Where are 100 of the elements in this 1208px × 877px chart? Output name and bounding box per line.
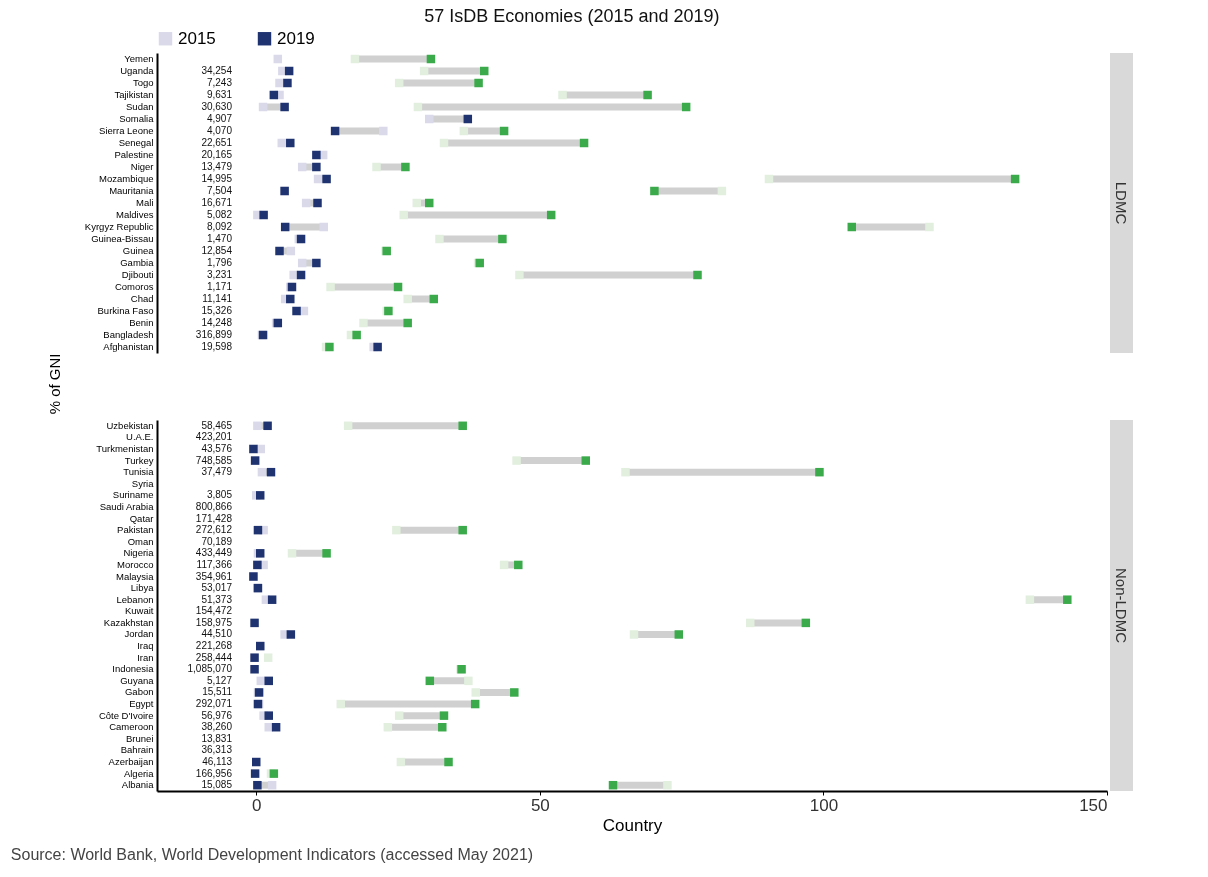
point (373, 342, 382, 352)
point (286, 294, 295, 304)
y-tick-label: Benin (129, 317, 154, 328)
point (286, 138, 295, 148)
point (250, 665, 259, 674)
source-note: Source: World Bank, World Development Indicators (accessed May 2021) (10, 846, 534, 863)
point (325, 342, 334, 352)
y-tick-label: Kyrgyz Republic (84, 221, 154, 232)
point (514, 560, 523, 570)
point (322, 174, 331, 184)
y2-tick-label: 272,612 (195, 524, 233, 536)
point (403, 294, 412, 304)
y-tick-label: Togo (132, 77, 154, 88)
point (1063, 595, 1072, 604)
point (392, 525, 401, 535)
point (394, 711, 404, 720)
y-tick-label: Indonesia (112, 663, 155, 675)
y2-tick-label: 1,085,070 (187, 663, 233, 675)
y2-tick-label: 158,975 (195, 616, 233, 628)
point (399, 210, 408, 220)
y2-tick-label: 14,995 (201, 173, 233, 184)
point (650, 186, 659, 196)
y-tick-label: Afghanistan (103, 341, 154, 352)
point (253, 421, 262, 431)
text: LDMC (1113, 181, 1130, 225)
y-tick-label: Iran (137, 651, 154, 663)
y-tick-label: Côte D'Ivoire (98, 709, 154, 721)
y2-tick-label: 38,260 (201, 721, 233, 733)
y2-tick-label: 36,313 (201, 744, 233, 756)
point (458, 525, 467, 535)
y2-tick-label: 5,082 (206, 209, 233, 220)
y-tick-label: Sierra Leone (99, 125, 154, 136)
y-tick-label: Tajikistan (114, 89, 154, 100)
y-tick-label: Mauritania (109, 185, 155, 196)
x-axis-title: Country (602, 815, 663, 835)
x-tick-label: 0 (252, 795, 262, 815)
point (287, 549, 297, 558)
point (474, 78, 483, 88)
y-tick-label: Palestine (114, 149, 154, 160)
y-tick-label: Qatar (129, 512, 154, 524)
y2-tick-label: 15,085 (201, 779, 233, 791)
point (643, 90, 652, 100)
y2-tick-label: 4,907 (206, 113, 233, 124)
y2-tick-label: 16,671 (201, 197, 233, 208)
point (1025, 595, 1035, 604)
y-tick-label: Guyana (120, 674, 155, 686)
y2-tick-label: 117,366 (196, 558, 233, 570)
y2-tick-label: 354,961 (195, 570, 233, 582)
point (283, 78, 292, 88)
y2-tick-label: 221,268 (195, 640, 233, 652)
x-tick-label: 100 (809, 795, 839, 815)
y2-tick-label: 20,165 (201, 149, 233, 160)
point (498, 234, 507, 244)
y2-tick-label: 7,504 (206, 185, 233, 196)
y-tick-label: Oman (127, 535, 154, 547)
y2-tick-label: 4,070 (206, 125, 233, 136)
y-tick-label: Libya (130, 582, 155, 594)
point (250, 653, 259, 662)
y-tick-label: Somalia (119, 113, 155, 124)
x-tick-label: 50 (530, 795, 550, 815)
chart-title: 57 IsDB Economies (2015 and 2019) (424, 6, 720, 26)
y2-tick-label: 292,071 (195, 698, 233, 710)
y-tick-label: Iraq (137, 640, 154, 652)
y2-tick-label: 3,805 (206, 489, 233, 501)
point (815, 467, 824, 477)
y-tick-label: Maldives (116, 209, 154, 220)
y-tick-label: Kazakhstan (103, 616, 154, 628)
y2-tick-label: 70,189 (201, 535, 233, 547)
y2-tick-label: 14,248 (201, 317, 233, 328)
point (925, 222, 934, 232)
y2-tick-label: 15,326 (201, 305, 233, 316)
y2-tick-label: 12,854 (201, 245, 233, 256)
text: Non-LDMC (1113, 567, 1130, 644)
y-tick-label: Tunisia (123, 466, 155, 478)
y-tick-label: Albania (121, 779, 155, 791)
y2-tick-label: 8,092 (206, 221, 233, 232)
y-tick-label: Brunei (126, 732, 154, 744)
y-tick-label: Guinea-Bissau (91, 233, 154, 244)
point (458, 421, 467, 431)
y-tick-label: Burkina Faso (97, 305, 154, 316)
point (249, 444, 258, 454)
point (313, 198, 322, 208)
y2-tick-label: 9,631 (206, 89, 233, 100)
point (674, 630, 684, 639)
point (263, 653, 273, 662)
point (263, 421, 272, 431)
y-tick-label: Turkey (124, 454, 154, 466)
y-tick-label: Bahrain (120, 744, 154, 756)
point (621, 467, 630, 477)
y2-tick-label: 19,598 (201, 341, 233, 352)
y-tick-label: Sudan (126, 101, 154, 112)
point (253, 560, 262, 570)
y2-tick-label: 56,976 (201, 709, 233, 721)
y2-tick-label: 316,899 (195, 329, 233, 340)
point (275, 246, 284, 256)
point (510, 688, 519, 697)
y2-tick-label: 1,171 (206, 281, 233, 292)
y-tick-label: Saudi Arabia (99, 500, 155, 512)
y2-tick-label: 43,576 (201, 442, 233, 454)
y2-tick-label: 22,651 (201, 137, 233, 148)
